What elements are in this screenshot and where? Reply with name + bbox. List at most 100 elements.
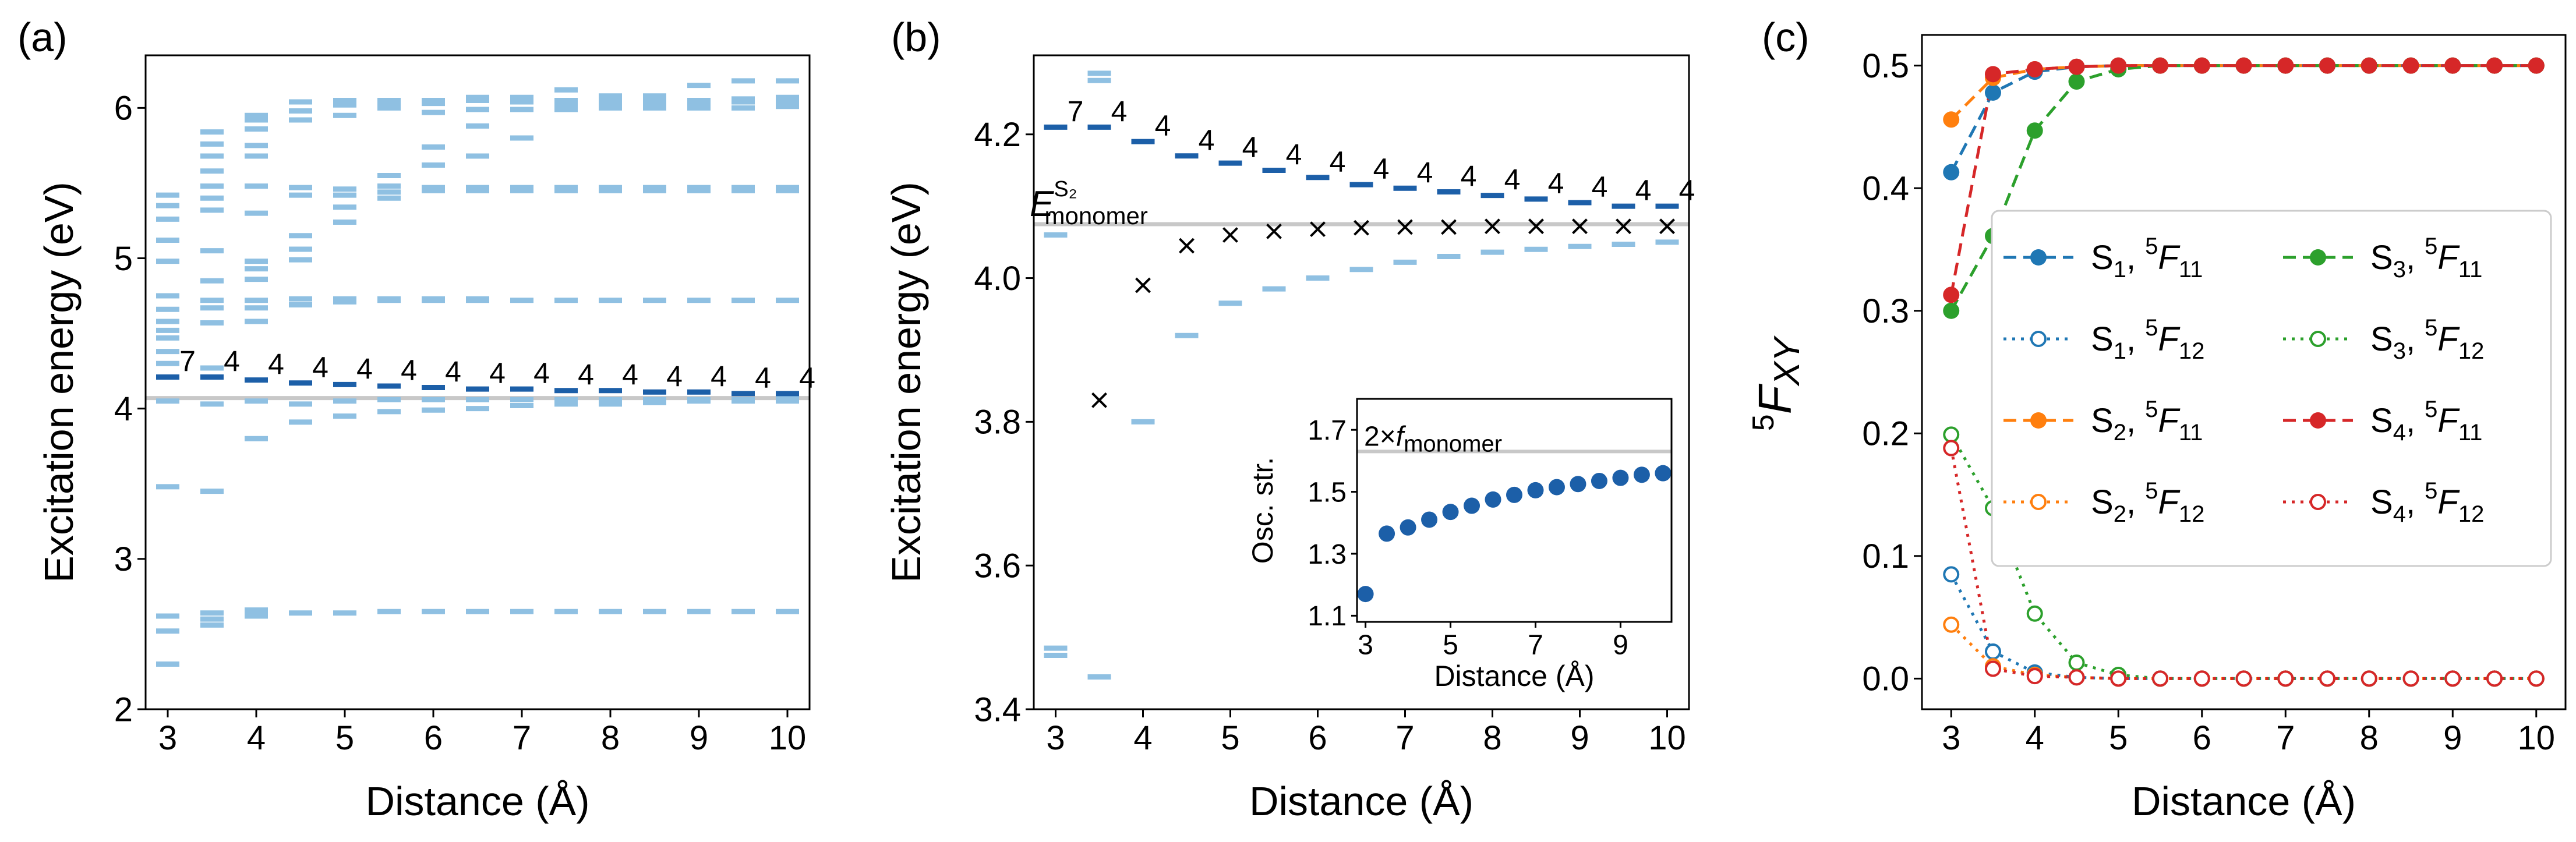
series-line [1950,64,2536,312]
data-point [2444,57,2461,74]
x-tick-label: 9 [690,719,708,757]
data-point [2277,670,2294,687]
y-axis-label: 5FXY [1747,335,1807,431]
data-point [2277,57,2294,74]
data-point [1421,511,1438,528]
data-point [1943,302,1960,319]
x-tick-label: 5 [335,719,354,757]
plot-frame [1033,54,1690,710]
data-point [1506,486,1522,503]
panel-a: (a)7 4 4 4 4 4 4 4 4 4 4 4 4 4 43 4 5 6 7 8 9 1023456Distance… [17,15,815,824]
data-point [2361,57,2377,74]
degeneracy-label: 4 [1330,146,1346,178]
svg-text:S2, 5F12: S2, 5F12 [2091,478,2204,527]
data-point [2235,670,2252,687]
x-tick-label: 4 [1133,719,1152,757]
data-point [2110,670,2127,687]
data-point [2235,57,2252,74]
data-point [2026,61,2043,77]
x-axis-label: Distance (Å) [2132,779,2356,824]
degeneracy-label: 4 [799,362,815,394]
svg-text:S1, 5F11: S1, 5F11 [2091,234,2203,282]
legend-frame [1991,210,2552,567]
degeneracy-label: 4 [268,348,284,381]
legend-entry: S2, 5F12 [2003,478,2204,527]
y-axis-label: Osc. str. [1246,457,1279,564]
x-tick-label: 3 [1358,630,1373,661]
cross-marker [1266,223,1282,239]
data-point [2068,669,2085,686]
data-point [2026,122,2043,139]
x-tick-label: 9 [1613,630,1628,661]
x-tick-label: 8 [1483,719,1501,757]
y-tick-label: 0.1 [1862,537,1909,575]
x-tick-label: 5 [2109,719,2128,757]
degeneracy-label: 4 [1417,156,1433,189]
cross-marker [1441,219,1457,235]
degeneracy-label: 4 [1242,131,1259,164]
x-axis-label: Distance (Å) [1434,660,1594,692]
data-point [2068,58,2085,75]
inset-background [1357,399,1672,622]
degeneracy-label: 4 [356,352,373,385]
degeneracy-label: 4 [489,357,506,390]
data-point [2402,670,2419,687]
data-point [2068,73,2085,90]
y-tick-label: 2 [114,691,133,728]
series-line [1950,64,2536,121]
degeneracy-label: 4 [711,360,727,392]
degeneracy-label: 4 [1548,167,1564,200]
x-axis-label: Distance (Å) [365,779,589,824]
data-point [2026,605,2043,622]
y-tick-label: 0.5 [1862,47,1909,85]
panel-label: (b) [891,15,941,60]
y-tick-label: 1.1 [1308,601,1347,632]
data-point [2444,670,2461,687]
svg-text:S3, 5F11: S3, 5F11 [2370,234,2482,282]
data-point [2402,57,2419,74]
data-point [2486,670,2503,687]
legend-entry: S3, 5F11 [2283,234,2482,282]
data-point [2110,57,2127,74]
cross-marker [1310,221,1326,238]
x-tick-label: 4 [2026,719,2044,757]
legend-entry: S4, 5F12 [2283,478,2484,527]
x-tick-label: 9 [1570,719,1589,757]
series-line [1950,574,2536,680]
data-point [2319,670,2336,687]
legend-entry: S3, 5F12 [2283,315,2484,364]
degeneracy-label: 4 [1111,95,1128,128]
degeneracy-label: 7 [1068,95,1084,128]
degeneracy-label: 4 [224,345,240,377]
y-tick-label: 3.6 [974,547,1021,585]
panel-c: (c) 3 4 5 6 7 8 9 10 0.0 0.1 0.2 0.3 0.4 0.5 Distance (… [1747,15,2567,824]
x-tick-label: 8 [2360,719,2379,757]
data-point [1612,469,1629,486]
cross-marker [1222,227,1238,243]
data-point [1527,482,1544,498]
x-tick-label: 6 [424,719,443,757]
data-point [1943,111,1960,128]
degeneracy-label: 4 [312,351,328,384]
y-tick-label: 4.2 [974,116,1021,154]
y-tick-label: 3.8 [974,404,1021,441]
cross-marker [1485,218,1500,235]
x-tick-label: 4 [247,719,266,757]
y-tick-label: 0.3 [1862,292,1909,330]
data-point [2486,57,2503,74]
y-tick-label: 4.0 [974,260,1021,298]
degeneracy-label: 4 [533,357,550,390]
x-tick-label: 7 [1395,719,1414,757]
y-tick-label: 0.2 [1862,415,1909,453]
x-tick-label: 3 [158,719,177,757]
plot-frame [1356,398,1673,623]
legend-entry: S2, 5F11 [2003,397,2203,445]
data-point [1400,519,1416,536]
y-tick-label: 6 [114,90,133,128]
y-tick-label: 4 [114,390,133,428]
data-point [2361,670,2377,687]
degeneracy-label: 4 [755,362,771,394]
x-tick-label: 7 [513,719,531,757]
data-point [1943,426,1960,443]
data-point [1379,525,1395,542]
